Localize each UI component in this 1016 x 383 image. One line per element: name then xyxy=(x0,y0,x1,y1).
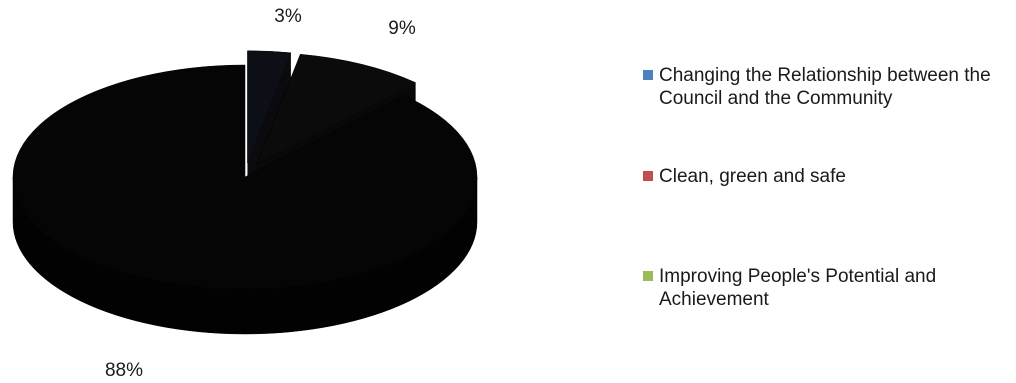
legend-label-relationship: Changing the Relationship between the Co… xyxy=(659,65,991,109)
slice-label-3pct: 3% xyxy=(274,6,302,27)
legend-label-clean-green-safe: Clean, green and safe xyxy=(659,166,846,187)
pie-slice-improving-potential xyxy=(12,64,478,290)
legend-label-improving-potential: Improving People's Potential and Achieve… xyxy=(659,266,937,310)
pie-tops xyxy=(12,50,478,290)
legend-item-clean-green-safe: Clean, green and safe xyxy=(643,165,1004,188)
legend-item-improving-potential: Improving People's Potential and Achieve… xyxy=(643,265,1004,311)
legend-swatch-blue xyxy=(643,70,653,80)
pie-slice-clean-green-safe xyxy=(256,53,417,165)
legend-swatch-red xyxy=(643,171,653,181)
legend-swatch-green xyxy=(643,271,653,281)
slice-label-9pct: 9% xyxy=(388,18,416,39)
slice-label-88pct: 88% xyxy=(105,360,143,381)
pie-slice-relationship xyxy=(247,50,292,163)
legend-item-relationship: Changing the Relationship between the Co… xyxy=(643,64,1004,110)
